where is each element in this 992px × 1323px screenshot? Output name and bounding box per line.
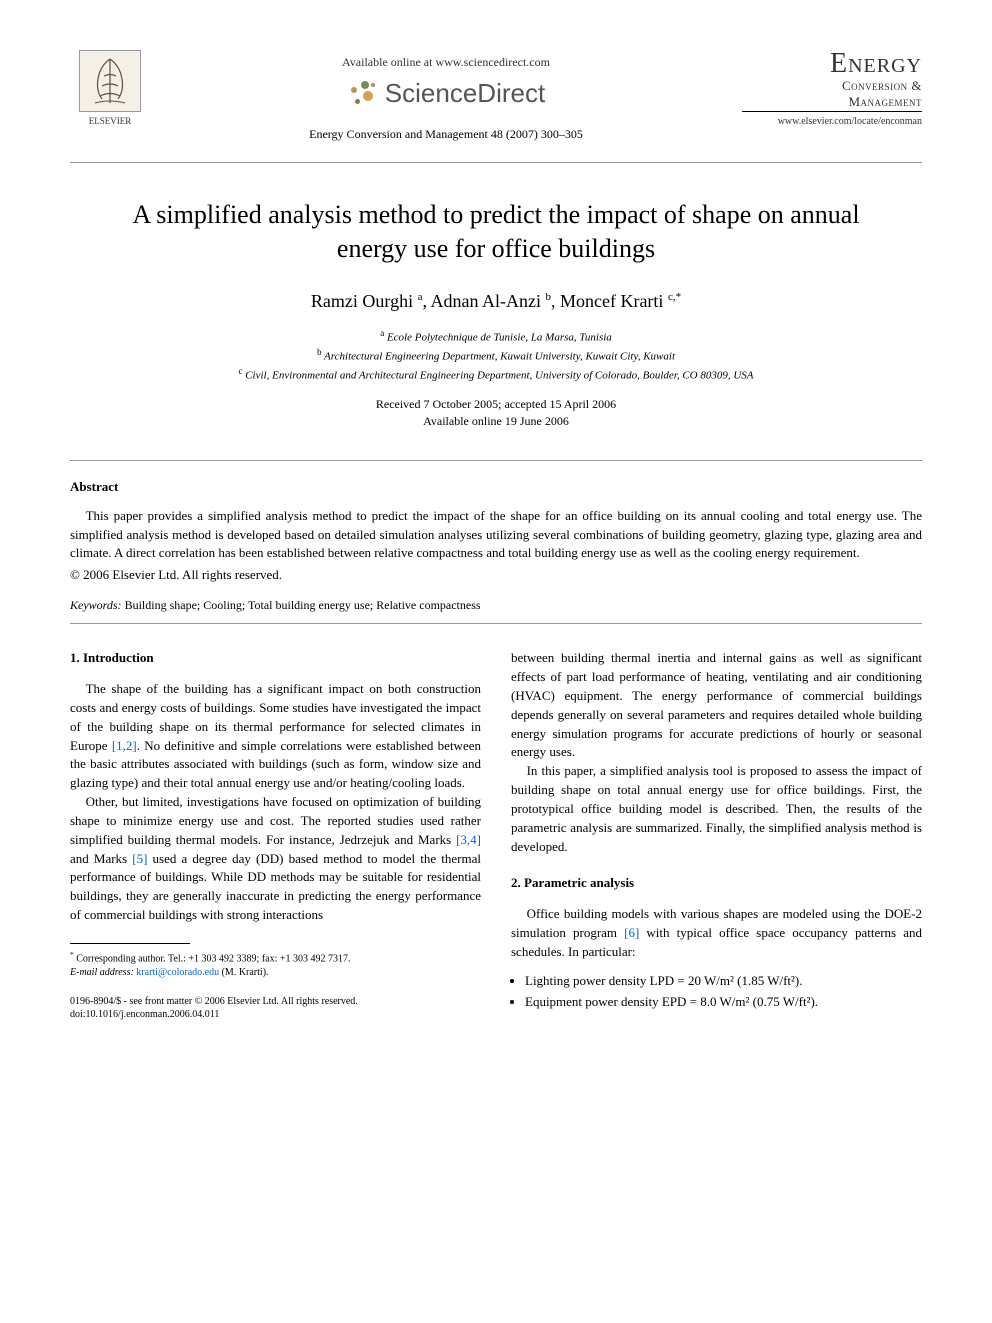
page-container: ELSEVIER Available online at www.science… (0, 0, 992, 1061)
center-header: Available online at www.sciencedirect.co… (150, 50, 742, 142)
right-column: between building thermal inertia and int… (511, 649, 922, 1021)
sciencedirect-icon (347, 79, 377, 109)
param-bullets: Lighting power density LPD = 20 W/m² (1.… (511, 972, 922, 1012)
front-matter: 0196-8904/$ - see front matter © 2006 El… (70, 995, 481, 1008)
affiliation-a: a Ecole Polytechnique de Tunisie, La Mar… (70, 327, 922, 346)
bottom-info: 0196-8904/$ - see front matter © 2006 El… (70, 995, 481, 1021)
intro-p2-cont: between building thermal inertia and int… (511, 649, 922, 762)
affiliation-c: c Civil, Environmental and Architectural… (70, 365, 922, 384)
affiliations: a Ecole Polytechnique de Tunisie, La Mar… (70, 327, 922, 384)
journal-url: www.elsevier.com/locate/enconman (742, 116, 922, 127)
journal-energy-text: Energy (742, 50, 922, 78)
journal-title-box: Energy Conversion & Management (742, 50, 922, 112)
ref-link-6[interactable]: [6] (624, 925, 639, 940)
param-p1: Office building models with various shap… (511, 905, 922, 962)
intro-p2: Other, but limited, investigations have … (70, 793, 481, 925)
abstract-heading: Abstract (70, 479, 922, 495)
keywords-text: Building shape; Cooling; Total building … (122, 598, 481, 612)
received-date: Received 7 October 2005; accepted 15 Apr… (70, 396, 922, 413)
email-label: E-mail address: (70, 967, 134, 978)
author-3: Moncef Krarti (560, 291, 668, 311)
footnote-divider (70, 943, 190, 944)
sciencedirect-text: ScienceDirect (385, 78, 545, 109)
elsevier-tree-icon (79, 50, 141, 112)
elsevier-logo: ELSEVIER (70, 50, 150, 126)
authors: Ramzi Ourghi a, Adnan Al-Anzi b, Moncef … (70, 291, 922, 312)
abstract-copyright: © 2006 Elsevier Ltd. All rights reserved… (70, 567, 922, 583)
journal-sub2: Management (742, 94, 922, 110)
author-2: Adnan Al-Anzi (430, 291, 545, 311)
left-column: 1. Introduction The shape of the buildin… (70, 649, 481, 1021)
available-online-text: Available online at www.sciencedirect.co… (150, 55, 742, 70)
online-date: Available online 19 June 2006 (70, 413, 922, 430)
doi: doi:10.1016/j.enconman.2006.04.011 (70, 1008, 481, 1021)
bullet-epd: Equipment power density EPD = 8.0 W/m² (… (525, 993, 922, 1012)
email-name: (M. Krarti). (219, 967, 268, 978)
header-divider (70, 162, 922, 163)
intro-p3: In this paper, a simplified analysis too… (511, 762, 922, 856)
abstract-top-divider (70, 460, 922, 461)
sep: , (551, 291, 560, 311)
email-link[interactable]: krarti@colorado.edu (136, 967, 219, 978)
article-dates: Received 7 October 2005; accepted 15 Apr… (70, 396, 922, 430)
intro-heading: 1. Introduction (70, 649, 481, 668)
keywords-label: Keywords: (70, 598, 122, 612)
ref-link-3-4[interactable]: [3,4] (456, 832, 481, 847)
sciencedirect-logo: ScienceDirect (150, 78, 742, 109)
abstract-text: This paper provides a simplified analysi… (70, 507, 922, 564)
journal-sub1: Conversion & (742, 78, 922, 94)
corresponding-footnote: * Corresponding author. Tel.: +1 303 492… (70, 950, 481, 980)
article-title: A simplified analysis method to predict … (110, 198, 882, 266)
keywords: Keywords: Building shape; Cooling; Total… (70, 598, 922, 613)
affiliation-b: b Architectural Engineering Department, … (70, 346, 922, 365)
intro-p1: The shape of the building has a signific… (70, 680, 481, 793)
ref-link-1-2[interactable]: [1,2] (112, 738, 137, 753)
journal-logo: Energy Conversion & Management www.elsev… (742, 50, 922, 127)
param-heading: 2. Parametric analysis (511, 874, 922, 893)
ref-link-5[interactable]: [5] (132, 851, 147, 866)
author-3-aff: c,* (668, 291, 681, 303)
body-columns: 1. Introduction The shape of the buildin… (70, 649, 922, 1021)
header-row: ELSEVIER Available online at www.science… (70, 50, 922, 142)
bullet-lpd: Lighting power density LPD = 20 W/m² (1.… (525, 972, 922, 991)
author-1: Ramzi Ourghi (311, 291, 418, 311)
journal-reference: Energy Conversion and Management 48 (200… (150, 127, 742, 142)
abstract-bottom-divider (70, 623, 922, 624)
elsevier-label: ELSEVIER (70, 116, 150, 126)
